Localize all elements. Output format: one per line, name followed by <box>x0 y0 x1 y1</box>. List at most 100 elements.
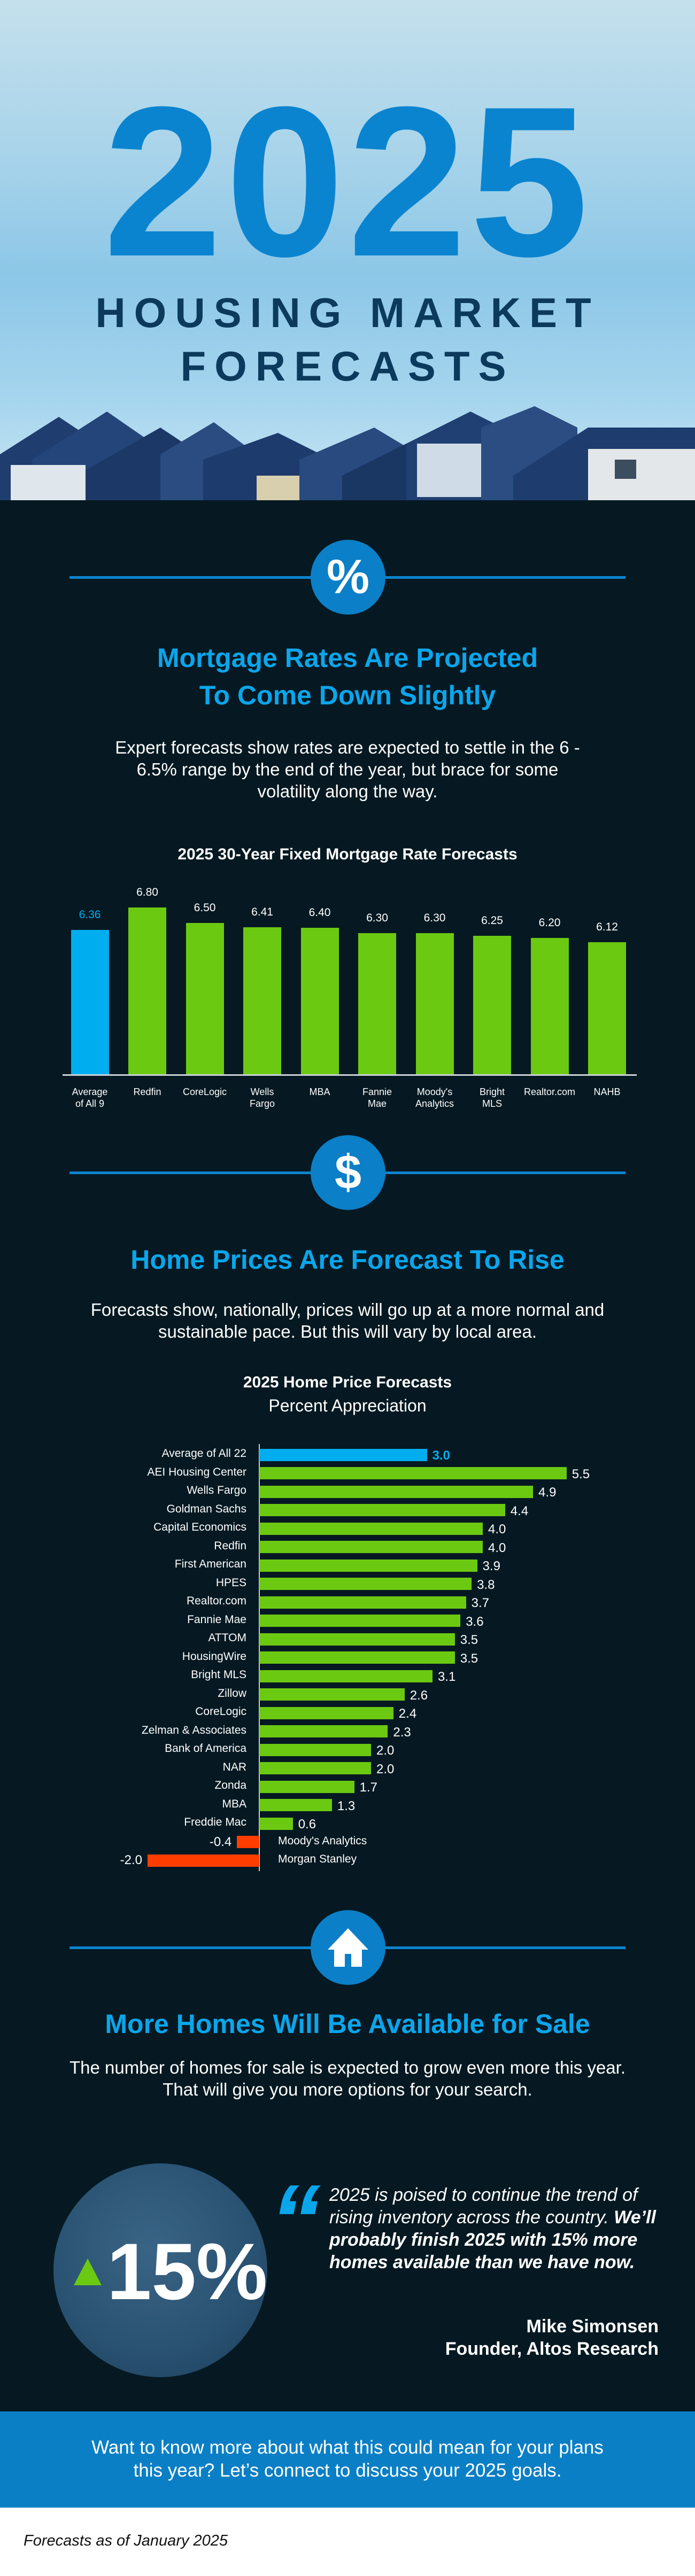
bar <box>259 1578 472 1590</box>
category-label: MBA <box>222 1797 246 1810</box>
data-label: 6.41 <box>251 906 273 919</box>
bar <box>128 907 166 1074</box>
cta-text: Want to know more about what this could … <box>91 2437 604 2481</box>
x-axis-line <box>63 1074 637 1076</box>
category-label-line: CoreLogic <box>182 1087 227 1097</box>
data-label: 3.0 <box>432 1448 450 1463</box>
inventory-stat: 15% <box>107 2226 268 2316</box>
bar <box>243 927 281 1074</box>
footer: Forecasts as of January 2025 <box>0 2508 695 2576</box>
data-label: 1.7 <box>359 1780 378 1795</box>
hero-title-line2: FORECASTS <box>180 343 515 390</box>
bar <box>71 930 109 1074</box>
data-label: 2.4 <box>398 1706 417 1721</box>
data-label: 5.5 <box>572 1467 590 1481</box>
category-label-line: Mae <box>367 1098 387 1109</box>
category-label-line: NAHB <box>593 1087 621 1097</box>
data-label: 6.36 <box>79 909 101 921</box>
bar <box>415 933 454 1074</box>
price-chart-title: 2025 Home Price Forecasts <box>243 1374 452 1391</box>
data-label: -0.4 <box>209 1834 232 1849</box>
category-label: Redfin <box>214 1539 246 1552</box>
data-label: 3.5 <box>460 1651 478 1666</box>
title-line: Mortgage Rates Are Projected <box>157 643 538 673</box>
quote-attribution: Mike Simonsen Founder, Altos Research <box>374 2315 659 2360</box>
bar <box>473 935 511 1074</box>
category-label: HousingWire <box>182 1650 246 1663</box>
quote-plain: 2025 is poised to continue the trend of … <box>329 2185 638 2228</box>
data-label: 6.20 <box>538 917 561 929</box>
category-label: AEI Housing Center <box>147 1465 246 1478</box>
bar <box>259 1467 567 1479</box>
category-label-line: Bright <box>479 1087 505 1097</box>
cta-banner: Want to know more about what this could … <box>0 2411 695 2508</box>
data-label: 2.3 <box>393 1725 411 1740</box>
category-label: Capital Economics <box>153 1521 246 1533</box>
category-label: MBA <box>291 1086 348 1098</box>
data-label: 6.12 <box>596 921 618 934</box>
category-label: Morgan Stanley <box>278 1853 357 1865</box>
bar <box>300 928 339 1074</box>
data-label: 6.30 <box>423 911 446 924</box>
quote-author: Mike Simonsen <box>526 2316 659 2337</box>
bar <box>259 1485 534 1498</box>
home-icon <box>311 1910 385 1985</box>
footer-note: Forecasts as of January 2025 <box>24 2532 228 2549</box>
percent-icon: % <box>311 540 385 615</box>
data-label: 2.6 <box>410 1688 428 1703</box>
bar <box>259 1762 371 1774</box>
bar <box>259 1541 483 1553</box>
section-text-mortgage: Expert forecasts show rates are expected… <box>115 738 580 801</box>
category-label-line: MLS <box>482 1098 502 1109</box>
category-label: Zonda <box>214 1779 246 1791</box>
category-label: Fannie Mae <box>349 1086 406 1109</box>
bar <box>259 1651 455 1664</box>
bar <box>259 1688 405 1701</box>
data-label: 0.6 <box>298 1817 316 1832</box>
bar <box>259 1596 466 1609</box>
category-label-line: Average <box>72 1087 108 1097</box>
bar <box>259 1817 293 1830</box>
category-label: First American <box>174 1558 246 1570</box>
quote-text: 2025 is poised to continue the trend of … <box>329 2184 666 2274</box>
category-label: Average of All 22 <box>161 1447 246 1460</box>
category-label: CoreLogic <box>176 1086 233 1098</box>
bar <box>259 1448 427 1461</box>
bar <box>259 1780 354 1793</box>
houses-illustration <box>0 406 695 500</box>
category-label: CoreLogic <box>195 1705 246 1718</box>
category-label: HPES <box>215 1576 246 1589</box>
category-label-line: Redfin <box>133 1087 161 1097</box>
category-label: Redfin <box>119 1086 176 1098</box>
data-label: 6.25 <box>481 914 503 927</box>
bar <box>259 1504 505 1516</box>
bar <box>259 1633 455 1646</box>
category-label: Realtor.com <box>521 1086 578 1098</box>
bar <box>259 1799 332 1811</box>
category-label: Fannie Mae <box>187 1613 246 1626</box>
up-triangle-icon <box>74 2259 102 2285</box>
category-label-line: Wells <box>250 1087 274 1097</box>
data-label: 6.50 <box>194 901 216 914</box>
category-label: ATTOM <box>208 1632 246 1644</box>
data-label: -2.0 <box>120 1853 142 1867</box>
category-label: Goldman Sachs <box>166 1502 246 1515</box>
category-label: Wells Fargo <box>187 1484 246 1496</box>
bar <box>186 922 224 1074</box>
category-label: Bank of America <box>165 1742 246 1755</box>
data-label: 2.0 <box>376 1762 395 1776</box>
bar <box>259 1559 477 1572</box>
data-label: 1.3 <box>337 1798 356 1813</box>
data-label: 3.8 <box>477 1577 495 1592</box>
price-chart-subtitle: Percent Appreciation <box>268 1396 427 1415</box>
data-label: 4.0 <box>488 1540 506 1555</box>
data-label: 6.40 <box>308 906 331 919</box>
dollar-icon: $ <box>311 1135 385 1210</box>
section-title-prices: Home Prices Are Forecast To Rise <box>130 1245 565 1275</box>
data-label: 3.9 <box>482 1559 500 1573</box>
data-label: 6.80 <box>136 886 158 898</box>
bar <box>259 1743 371 1756</box>
bar <box>588 942 626 1074</box>
category-label: NAHB <box>579 1086 636 1098</box>
category-label: Average of All 9 <box>61 1086 118 1109</box>
